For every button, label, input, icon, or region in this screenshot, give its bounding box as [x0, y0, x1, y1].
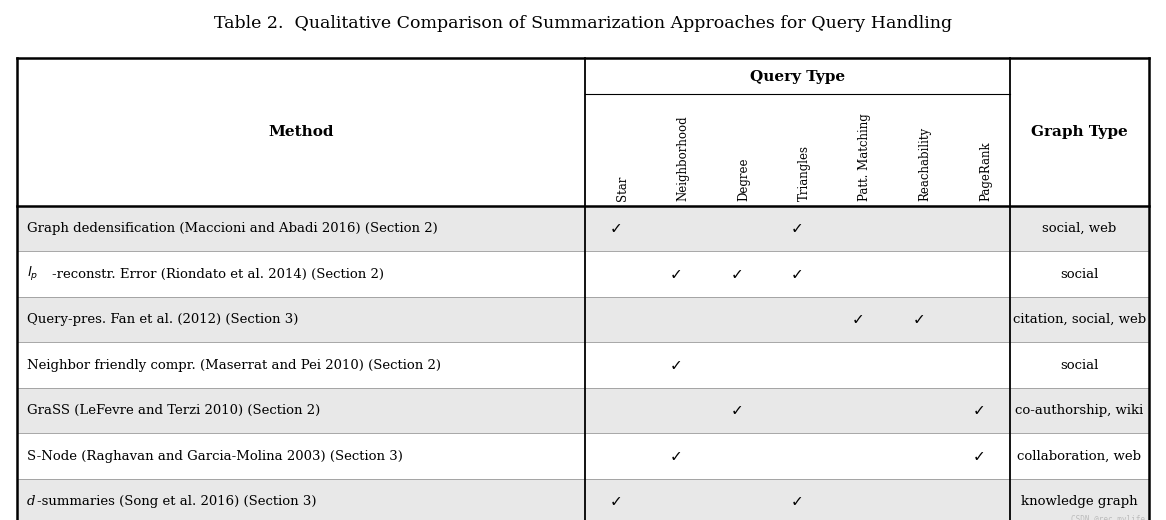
Bar	[17, 388, 1149, 434]
Text: co-authorship, wiki: co-authorship, wiki	[1016, 404, 1143, 417]
Bar	[17, 58, 1149, 206]
Text: Table 2.  Qualitative Comparison of Summarization Approaches for Query Handling: Table 2. Qualitative Comparison of Summa…	[213, 15, 953, 32]
Text: ✓: ✓	[610, 221, 621, 236]
Text: Triangles: Triangles	[798, 145, 810, 201]
Text: Neighborhood: Neighborhood	[676, 115, 689, 201]
Text: d: d	[27, 496, 35, 509]
Text: Graph dedensification (Maccioni and Abadi 2016) (Section 2): Graph dedensification (Maccioni and Abad…	[27, 222, 437, 235]
Text: Graph Type: Graph Type	[1031, 125, 1128, 139]
Text: ✓: ✓	[792, 221, 803, 236]
Bar	[17, 479, 1149, 520]
Text: GraSS (LeFevre and Terzi 2010) (Section 2): GraSS (LeFevre and Terzi 2010) (Section …	[27, 404, 321, 417]
Bar	[17, 206, 1149, 251]
Text: PageRank: PageRank	[979, 141, 992, 201]
Text: Star: Star	[616, 175, 628, 201]
Text: ✓: ✓	[670, 358, 682, 373]
Text: social: social	[1060, 268, 1098, 281]
Bar	[17, 343, 1149, 388]
Text: ✓: ✓	[731, 403, 743, 418]
Text: ✓: ✓	[852, 312, 864, 327]
Text: Method: Method	[268, 125, 335, 139]
Bar	[17, 297, 1149, 343]
Text: Query Type: Query Type	[750, 70, 845, 84]
Text: ✓: ✓	[974, 403, 985, 418]
Text: ✓: ✓	[792, 267, 803, 282]
Text: ✓: ✓	[792, 495, 803, 509]
Text: ✓: ✓	[610, 495, 621, 509]
Text: CSDN @rec_mylife: CSDN @rec_mylife	[1072, 515, 1145, 520]
Text: $\it{l}_{p}$: $\it{l}_{p}$	[27, 265, 38, 283]
Bar	[17, 251, 1149, 297]
Text: ✓: ✓	[731, 267, 743, 282]
Text: Reachability: Reachability	[919, 127, 932, 201]
Text: -summaries (Song et al. 2016) (Section 3): -summaries (Song et al. 2016) (Section 3…	[37, 496, 317, 509]
Text: ✓: ✓	[670, 449, 682, 464]
Text: citation, social, web: citation, social, web	[1012, 313, 1146, 326]
Text: Query-pres. Fan et al. (2012) (Section 3): Query-pres. Fan et al. (2012) (Section 3…	[27, 313, 298, 326]
Text: Patt. Matching: Patt. Matching	[858, 113, 871, 201]
Text: ✓: ✓	[670, 267, 682, 282]
Bar	[17, 434, 1149, 479]
Text: ✓: ✓	[974, 449, 985, 464]
Text: Neighbor friendly compr. (Maserrat and Pei 2010) (Section 2): Neighbor friendly compr. (Maserrat and P…	[27, 359, 441, 372]
Text: S-Node (Raghavan and Garcia-Molina 2003) (Section 3): S-Node (Raghavan and Garcia-Molina 2003)…	[27, 450, 402, 463]
Text: social, web: social, web	[1042, 222, 1116, 235]
Text: -reconstr. Error (Riondato et al. 2014) (Section 2): -reconstr. Error (Riondato et al. 2014) …	[52, 268, 385, 281]
Text: Degree: Degree	[737, 157, 750, 201]
Text: knowledge graph: knowledge graph	[1020, 496, 1138, 509]
Text: collaboration, web: collaboration, web	[1017, 450, 1142, 463]
Text: social: social	[1060, 359, 1098, 372]
Text: ✓: ✓	[913, 312, 925, 327]
